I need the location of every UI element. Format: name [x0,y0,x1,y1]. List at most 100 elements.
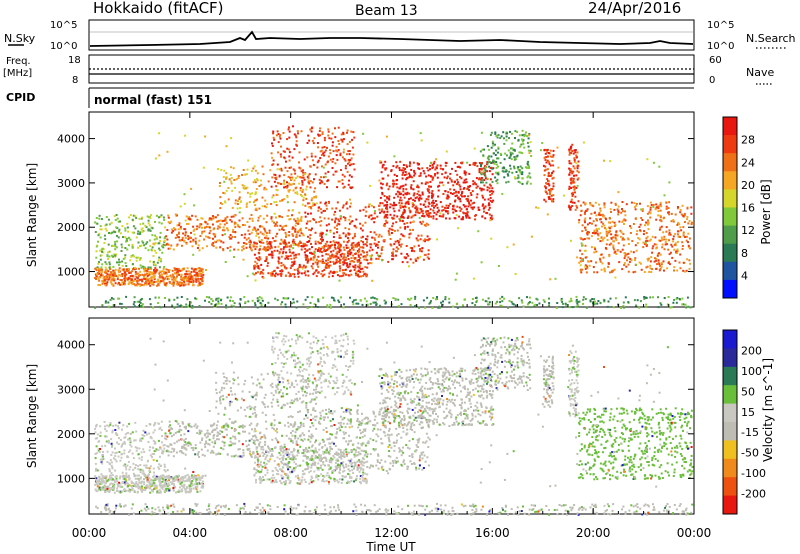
colorbar-swatch [723,261,737,281]
echo-cell [213,240,216,243]
echo-cell [300,248,303,251]
echo-cell [172,279,175,282]
echo-cell [337,257,340,259]
echo-cell [155,268,158,271]
echo-cell [177,490,180,493]
echo-cell [594,224,597,227]
echo-cell [306,260,309,263]
echo-cell [427,212,430,215]
echo-cell [636,230,639,233]
echo-cell [276,130,279,133]
echo-cell [254,248,257,251]
echo-cell [150,268,153,271]
echo-cell [158,249,161,252]
echo-cell [164,476,167,478]
echo-cell [437,209,440,212]
echo-cell [186,298,189,301]
echo-cell [131,246,134,249]
echo-cell [280,262,283,264]
echo-cell [353,269,356,271]
echo-cell [421,247,424,250]
echo-cell [105,268,108,271]
echo-cell [185,277,188,279]
echo-cell [429,301,432,304]
echo-cell [303,251,306,254]
echo-cell [508,156,511,159]
echo-cell [101,270,104,273]
echo-cell [397,298,400,301]
echo-cell [415,205,418,208]
echo-cell [315,275,318,278]
echo-cell [575,162,578,165]
echo-cell [198,282,201,285]
echo-cell [111,245,114,247]
echo-cell [252,181,255,184]
echo-cell [405,164,408,167]
echo-cell [686,305,689,308]
echo-cell [339,245,342,248]
echo-cell [230,137,233,140]
echo-cell [139,284,142,287]
echo-cell [396,164,399,167]
echo-cell [113,491,116,494]
echo-cell [670,243,673,246]
echo-cell [132,214,135,217]
echo-cell [649,216,652,219]
echo-cell [256,262,259,265]
echo-cell [680,213,683,216]
echo-cell [162,279,165,282]
echo-cell [516,177,519,180]
echo-cell [427,223,430,226]
echo-cell [320,251,323,254]
echo-cell [383,223,386,225]
echo-cell [658,239,661,242]
echo-cell [362,270,365,273]
echo-cell [645,303,648,306]
echo-cell [258,185,261,187]
echo-cell [361,235,364,238]
echo-cell [284,166,287,169]
echo-cell [254,304,257,306]
echo-cell [419,174,422,177]
echo-cell [411,202,414,204]
echo-cell [652,296,654,299]
echo-cell [284,245,287,248]
echo-cell [578,221,580,224]
echo-cell [197,244,200,247]
echo-cell [304,247,307,250]
echo-cell [518,134,521,137]
echo-cell [233,302,236,305]
echo-cell [466,213,469,216]
echo-cell [359,222,362,225]
echo-cell [429,168,431,171]
echo-cell [185,305,188,308]
echo-cell [653,243,656,246]
echo-cell [140,278,143,281]
echo-cell [185,479,187,482]
echo-cell [379,161,382,164]
echo-cell [133,301,136,303]
echo-cell [529,182,532,185]
echo-cell [491,173,494,176]
echo-cell [222,248,225,250]
echo-cell [120,279,123,281]
echo-cell [402,164,405,166]
echo-cell [295,143,298,146]
echo-cell [340,296,342,299]
echo-cell [166,150,169,153]
echo-cell [174,475,177,478]
echo-cell [434,173,436,176]
echo-cell [279,242,282,245]
echo-cell [346,241,349,244]
echo-cell [320,236,323,239]
echo-cell [260,179,262,182]
echo-cell [530,235,533,238]
echo-cell [335,260,338,263]
echo-cell [212,237,214,240]
echo-cell [584,217,587,220]
echo-cell [291,264,294,267]
echo-cell [333,241,336,244]
echo-cell [144,224,147,227]
echo-cell [334,127,336,130]
echo-cell [304,173,307,176]
